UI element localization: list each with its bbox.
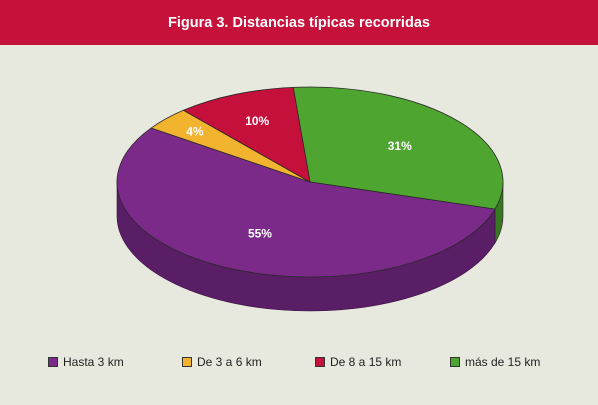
legend-item-de-3-a-6-km: De 3 a 6 km xyxy=(182,355,262,369)
legend-swatch-mas-de-15-km xyxy=(450,357,460,367)
legend: Hasta 3 km De 3 a 6 km De 8 a 15 km más … xyxy=(0,355,598,375)
legend-swatch-de-3-a-6-km xyxy=(182,357,192,367)
pie-label-mas-de-15-km: 31% xyxy=(388,139,412,153)
legend-item-hasta-3-km: Hasta 3 km xyxy=(48,355,124,369)
legend-item-mas-de-15-km: más de 15 km xyxy=(450,355,540,369)
pie-slice-hasta-3-km xyxy=(116,127,496,278)
legend-label-hasta-3-km: Hasta 3 km xyxy=(63,355,124,369)
pie-chart: 31% 55% 4% 10% xyxy=(116,86,504,312)
legend-label-de-8-a-15-km: De 8 a 15 km xyxy=(330,355,402,369)
pie-label-de-8-a-15-km: 10% xyxy=(245,114,269,128)
legend-label-de-3-a-6-km: De 3 a 6 km xyxy=(197,355,262,369)
pie-label-de-3-a-6-km: 4% xyxy=(186,124,204,138)
pie-slice-mas-de-15-km xyxy=(292,86,504,210)
chart-title: Figura 3. Distancias típicas recorridas xyxy=(0,0,598,45)
legend-item-de-8-a-15-km: De 8 a 15 km xyxy=(315,355,401,369)
legend-label-mas-de-15-km: más de 15 km xyxy=(465,355,541,369)
pie-slice-de-8-a-15-km xyxy=(182,86,311,183)
pie-label-hasta-3-km: 55% xyxy=(248,226,272,240)
legend-swatch-hasta-3-km xyxy=(48,357,58,367)
legend-swatch-de-8-a-15-km xyxy=(315,357,325,367)
